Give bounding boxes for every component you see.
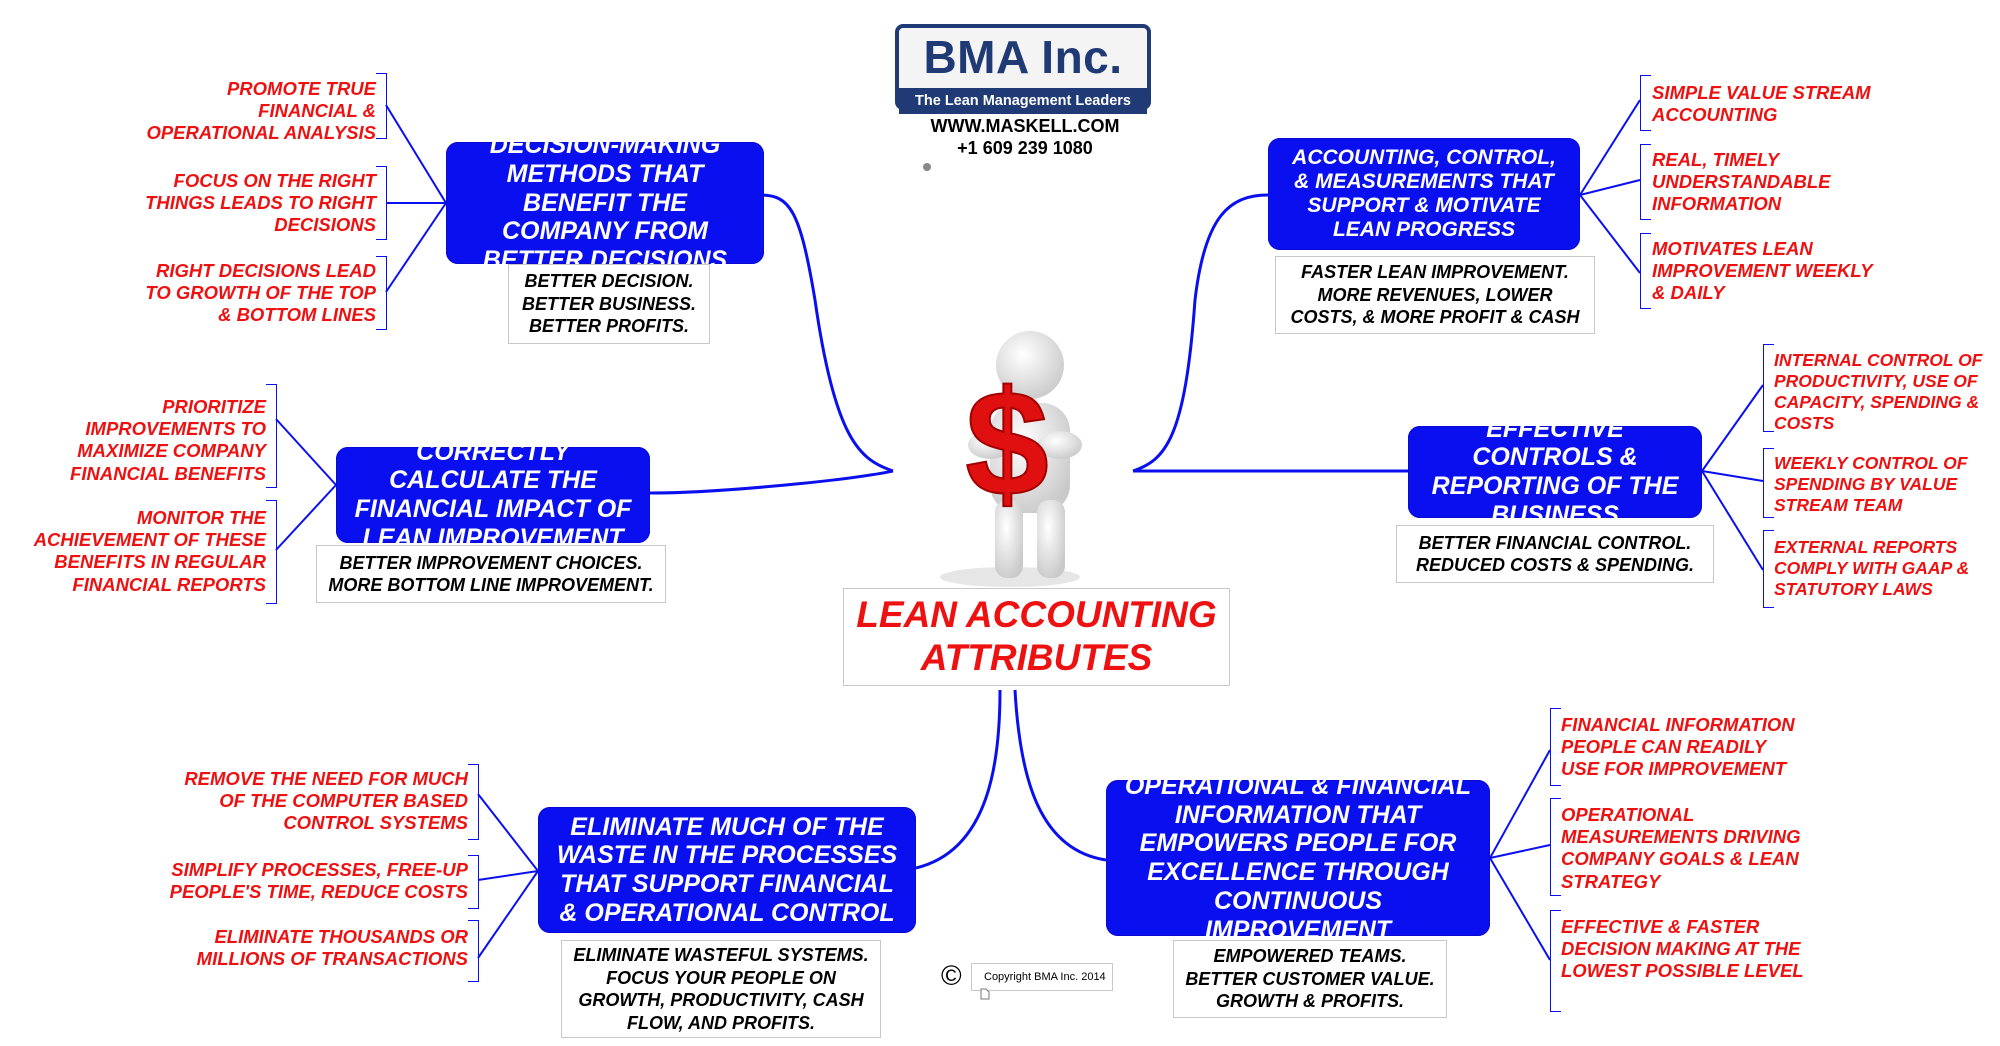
- leaf-bracket: [1550, 708, 1561, 786]
- leaf-line: [477, 870, 539, 881]
- note-line: MORE BOTTOM LINE IMPROVEMENT.: [328, 575, 654, 595]
- logo-tagline: The Lean Management Leaders: [899, 88, 1147, 114]
- connector-operational: [1013, 689, 1107, 862]
- note-line: ELIMINATE WASTEFUL SYSTEMS.: [573, 945, 869, 965]
- leaf-line: [477, 793, 539, 872]
- note-line: BETTER DECISION.: [524, 271, 694, 292]
- note-decision-making: BETTER DECISION. BETTER BUSINESS. BETTER…: [508, 264, 710, 344]
- leaf-line: [385, 202, 447, 293]
- note-line: FASTER LEAN IMPROVEMENT.: [1301, 262, 1569, 283]
- leaf-line: [1489, 749, 1551, 859]
- note-line: BETTER CUSTOMER VALUE.: [1185, 968, 1435, 989]
- bma-logo: BMA Inc. The Lean Management Leaders: [895, 24, 1151, 114]
- node-operational-financial: OPERATIONAL & FINANCIAL INFORMATION THAT…: [1106, 772, 1490, 944]
- document-icon: [980, 988, 990, 1000]
- contact-info: WWW.MASKELL.COM +1 609 239 1080: [880, 116, 1170, 159]
- note-line: BETTER IMPROVEMENT CHOICES.: [339, 552, 643, 573]
- leaf-line: [1579, 179, 1641, 196]
- leaf-bracket: [1763, 448, 1774, 518]
- note-eliminate-waste: ELIMINATE WASTEFUL SYSTEMS. FOCUS YOUR P…: [561, 940, 881, 1038]
- connector-eliminate-waste: [915, 689, 1002, 870]
- note-effective-controls: BETTER FINANCIAL CONTROL. REDUCED COSTS …: [1396, 525, 1714, 583]
- note-line: FOCUS YOUR PEOPLE ON: [606, 967, 836, 988]
- leaf-bracket: [376, 73, 387, 139]
- connector-financial-impact: [649, 469, 894, 495]
- figure-dollar-icon: $: [940, 331, 1082, 587]
- leaf-remove-computer-systems: REMOVE THE NEED FOR MUCH OF THE COMPUTER …: [184, 768, 468, 834]
- leaf-bracket: [1640, 233, 1651, 309]
- website-text: WWW.MASKELL.COM: [930, 116, 1120, 136]
- leaf-line: [1701, 470, 1764, 482]
- leaf-line: [1579, 99, 1641, 196]
- leaf-bracket: [1640, 75, 1651, 131]
- leaf-simple-value-stream: SIMPLE VALUE STREAM ACCOUNTING: [1652, 82, 1871, 126]
- leaf-bracket: [1763, 344, 1774, 432]
- leaf-line: [275, 418, 337, 486]
- leaf-prioritize-improvements: PRIORITIZE IMPROVEMENTS TO MAXIMIZE COMPAN…: [70, 396, 266, 484]
- leaf-bracket: [266, 384, 277, 488]
- leaf-bracket: [468, 764, 479, 840]
- leaf-effective-decision-making: EFFECTIVE & FASTER DECISION MAKING AT THE…: [1561, 916, 1804, 982]
- leaf-weekly-control: WEEKLY CONTROL OF SPENDING BY VALUE STREAM…: [1774, 453, 1968, 515]
- leaf-bracket: [1550, 910, 1561, 1012]
- leaf-bracket: [1763, 530, 1774, 608]
- note-line: GROWTH, PRODUCTIVITY, CASH: [578, 990, 864, 1010]
- note-accounting-control: FASTER LEAN IMPROVEMENT. MORE REVENUES, …: [1275, 256, 1595, 334]
- leaf-bracket: [376, 166, 387, 240]
- note-line: BETTER BUSINESS.: [521, 293, 697, 314]
- leaf-line: [385, 104, 447, 204]
- leaf-bracket: [266, 500, 277, 604]
- leaf-simplify-processes: SIMPLIFY PROCESSES, FREE-UP PEOPLE'S TIME…: [169, 859, 468, 903]
- node-decision-making: DECISION-MAKING METHODS THAT BENEFIT THE…: [446, 131, 764, 274]
- leaf-right-decisions-growth: RIGHT DECISIONS LEAD TO GROWTH OF THE TOP…: [145, 260, 376, 326]
- note-operational-financial: EMPOWERED TEAMS. BETTER CUSTOMER VALUE. …: [1173, 940, 1447, 1018]
- note-line: GROWTH & PROFITS.: [1215, 991, 1404, 1012]
- leaf-operational-measurements: OPERATIONAL MEASUREMENTS DRIVING COMPANY G…: [1561, 804, 1801, 892]
- note-line: FLOW, AND PROFITS.: [627, 1012, 815, 1033]
- leaf-focus-on-right-things: FOCUS ON THE RIGHT THINGS LEADS TO RIGHT D…: [145, 170, 376, 236]
- node-accounting-control: ACCOUNTING, CONTROL, & MEASUREMENTS THAT…: [1268, 138, 1580, 250]
- note-line: COSTS, & MORE PROFIT & CASH: [1290, 307, 1580, 328]
- copyright-icon: ©: [941, 960, 962, 991]
- leaf-bracket: [468, 855, 479, 909]
- note-line: REDUCED COSTS & SPENDING.: [1415, 555, 1695, 575]
- leaf-bracket: [1640, 144, 1651, 220]
- leaf-external-reports: EXTERNAL REPORTS COMPLY WITH GAAP & STATUT…: [1774, 537, 1970, 599]
- connector-accounting: [1132, 193, 1269, 473]
- node-effective-controls: EFFECTIVE CONTROLS & REPORTING OF THE BU…: [1408, 415, 1702, 529]
- node-financial-impact: CORRECTLY CALCULATE THE FINANCIAL IMPACT…: [336, 438, 650, 552]
- leaf-financial-information: FINANCIAL INFORMATION PEOPLE CAN READILY U…: [1561, 714, 1795, 780]
- leaf-bracket: [1550, 798, 1561, 896]
- note-line: MORE REVENUES, LOWER: [1317, 284, 1553, 305]
- leaf-line: [1701, 470, 1764, 571]
- bullet-icon: [923, 163, 931, 171]
- connector-decision: [759, 193, 894, 473]
- note-line: BETTER FINANCIAL CONTROL.: [1418, 532, 1692, 553]
- logo-name: BMA Inc.: [923, 31, 1123, 83]
- leaf-motivates-lean: MOTIVATES LEAN IMPROVEMENT WEEKLY & DAILY: [1652, 238, 1873, 304]
- leaf-line: [275, 484, 337, 551]
- svg-text:$: $: [965, 359, 1048, 527]
- leaf-internal-control: INTERNAL CONTROL OF PRODUCTIVITY, USE OF C…: [1774, 350, 1983, 433]
- note-line: BETTER PROFITS.: [528, 316, 689, 337]
- center-title: LEAN ACCOUNTING ATTRIBUTES: [843, 588, 1230, 686]
- leaf-line: [477, 870, 539, 959]
- leaf-promote-true-financial: PROMOTE TRUE FINANCIAL & OPERATIONAL ANALY…: [146, 78, 376, 144]
- copyright-note: Copyright BMA Inc. 2014: [971, 963, 1113, 991]
- leaf-eliminate-transactions: ELIMINATE THOUSANDS OR MILLIONS OF TRANSA…: [196, 926, 468, 970]
- leaf-line: [1489, 844, 1551, 859]
- leaf-line: [1489, 857, 1551, 961]
- leaf-monitor-achievement: MONITOR THE ACHIEVEMENT OF THESE BENEFITS …: [33, 507, 266, 595]
- leaf-line: [1701, 384, 1764, 472]
- node-eliminate-waste: ELIMINATE MUCH OF THE WASTE IN THE PROCE…: [538, 807, 916, 933]
- leaf-bracket: [468, 920, 479, 982]
- leaf-line: [1579, 194, 1641, 274]
- leaf-real-timely-information: REAL, TIMELY UNDERSTANDABLE INFORMATION: [1652, 149, 1831, 215]
- phone-text: +1 609 239 1080: [957, 137, 1093, 158]
- note-financial-impact: BETTER IMPROVEMENT CHOICES. MORE BOTTOM …: [316, 545, 666, 603]
- note-line: EMPOWERED TEAMS.: [1213, 946, 1407, 967]
- leaf-bracket: [376, 256, 387, 330]
